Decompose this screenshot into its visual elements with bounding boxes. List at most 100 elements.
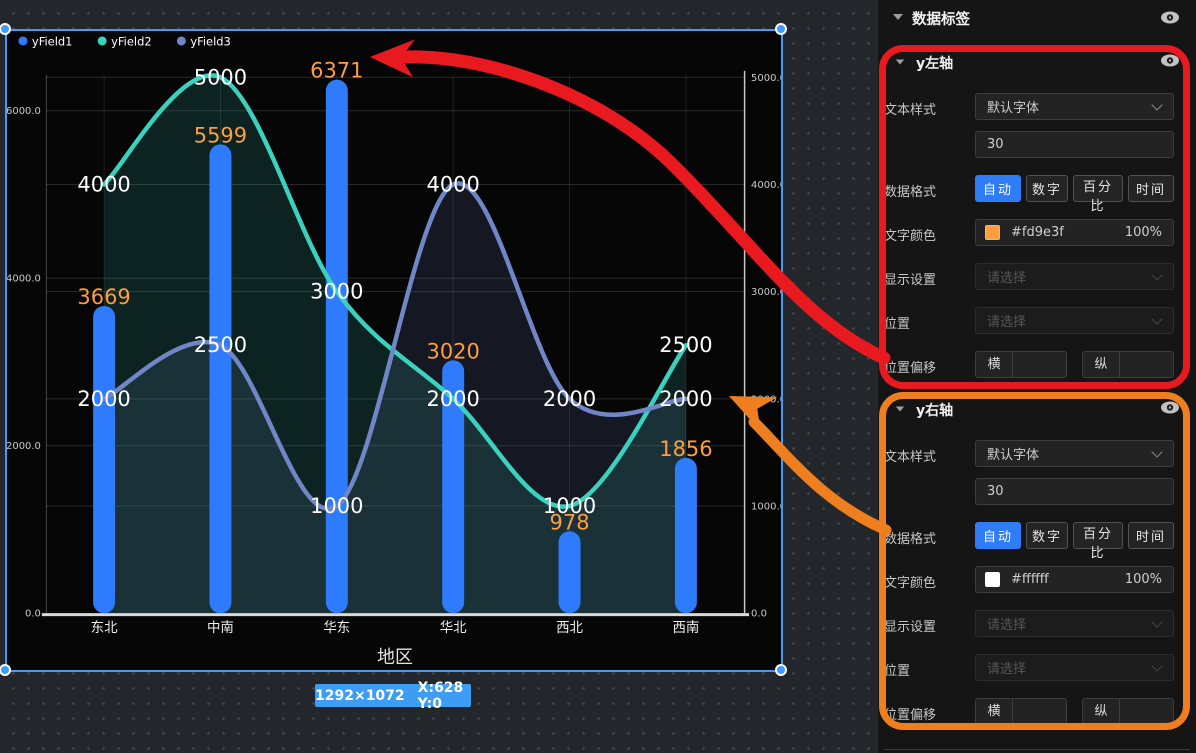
offset-y-input[interactable]: 纵 xyxy=(1082,351,1174,378)
data-label: 2500 xyxy=(659,333,712,357)
settings-row: 文本样式 默认字体 xyxy=(878,93,1196,120)
settings-row: 30 xyxy=(878,131,1196,158)
chevron-down-icon xyxy=(1151,615,1163,628)
row-label: 显示设置 xyxy=(884,273,937,288)
font-select[interactable]: 默认字体 xyxy=(975,440,1174,467)
format-button-2[interactable]: 百分比 xyxy=(1073,522,1123,561)
collapse-arrow-icon xyxy=(895,406,905,412)
offset-x-input-field[interactable] xyxy=(1013,704,1066,719)
select-placeholder[interactable]: 请选择 xyxy=(975,263,1174,290)
color-opacity-value: 100% xyxy=(1124,572,1162,587)
row-label: 显示设置 xyxy=(884,620,937,635)
canvas-workspace[interactable]: 3669 5599 6371 3020 978 1856 4000 5000 3000 2000 1… xyxy=(0,0,878,753)
section-title: y右轴 xyxy=(916,403,954,419)
format-button-3[interactable]: 时间 xyxy=(1128,175,1174,202)
color-swatch xyxy=(985,572,1000,587)
select-value: 请选择 xyxy=(987,618,1027,633)
data-label: 6371 xyxy=(310,59,363,83)
font-select[interactable]: 默认字体 xyxy=(975,93,1174,120)
text-color-field[interactable]: #ffffff 100% xyxy=(975,566,1174,593)
format-button-3[interactable]: 时间 xyxy=(1128,522,1174,549)
settings-row: 显示设置 请选择 xyxy=(878,610,1196,637)
chevron-down-icon xyxy=(1151,268,1163,281)
font-size-input[interactable]: 30 xyxy=(975,131,1174,158)
data-label: 978 xyxy=(550,510,590,534)
left-axis-tick: 6000.0 xyxy=(7,106,41,117)
line-yField3 xyxy=(101,181,689,511)
settings-row: 显示设置 请选择 xyxy=(878,263,1196,290)
visibility-eye-icon[interactable] xyxy=(1160,9,1180,28)
row-label: 位置偏移 xyxy=(884,361,937,376)
bar-yField1 xyxy=(674,457,697,614)
font-size-input[interactable]: 30 xyxy=(975,478,1174,505)
panel-section-data-labels[interactable]: 数据标签 xyxy=(878,8,1196,30)
component-size: 1292×1072 xyxy=(315,687,405,704)
data-label: 1000 xyxy=(543,494,596,518)
offset-prefix-label: 纵 xyxy=(1083,699,1120,724)
panel-divider xyxy=(884,749,1190,750)
settings-row: 位置 请选择 xyxy=(878,307,1196,334)
visibility-eye-icon[interactable] xyxy=(1160,399,1180,418)
offset-x-input[interactable]: 横 xyxy=(975,351,1067,378)
selection-handle-sw[interactable] xyxy=(0,664,11,676)
color-hex-value: #ffffff xyxy=(1011,572,1049,587)
row-label: 文字颜色 xyxy=(884,576,937,591)
line-area-yField2 xyxy=(104,75,686,614)
selection-handle-ne[interactable] xyxy=(775,23,787,35)
select-value: 请选择 xyxy=(987,662,1027,677)
row-label: 位置 xyxy=(884,317,911,332)
bar-yField1 xyxy=(558,531,581,614)
section-header[interactable]: y右轴 xyxy=(878,400,1196,420)
select-placeholder[interactable]: 请选择 xyxy=(975,610,1174,637)
visibility-eye-icon[interactable] xyxy=(1160,52,1180,71)
settings-row: 数据格式 自动 数字 百分比 时间 xyxy=(878,522,1196,561)
offset-x-input[interactable]: 横 xyxy=(975,698,1067,725)
format-button-0[interactable]: 自动 xyxy=(975,522,1021,549)
settings-panel: 数据标签 y左轴 文本样式 默认字体 30 数据格式 自动 数字 百分比 时间 文字颜色 #fd9e… xyxy=(878,0,1196,753)
left-axis-tick: 4000.0 xyxy=(7,274,41,285)
selection-handle-se[interactable] xyxy=(775,664,787,676)
selection-handle-nw[interactable] xyxy=(0,23,11,35)
panel-section-y-right-axis: y右轴文本样式 默认字体 30 数据格式 自动 数字 百分比 时间文字颜色 #ffffff 100… xyxy=(878,392,1196,730)
offset-prefix-label: 横 xyxy=(976,699,1013,724)
row-label: 位置偏移 xyxy=(884,708,937,723)
row-label: 文字颜色 xyxy=(884,229,937,244)
offset-y-input-field[interactable] xyxy=(1120,357,1173,372)
right-axis-tick: 3000.0 xyxy=(751,287,781,298)
legend-swatch-yField3 xyxy=(176,36,186,46)
settings-row: 30 xyxy=(878,478,1196,505)
format-button-1[interactable]: 数字 xyxy=(1026,522,1068,549)
chart-component[interactable]: 3669 5599 6371 3020 978 1856 4000 5000 3000 2000 1… xyxy=(5,29,783,672)
select-placeholder[interactable]: 请选择 xyxy=(975,307,1174,334)
format-button-0[interactable]: 自动 xyxy=(975,175,1021,202)
data-label: 3000 xyxy=(310,280,363,304)
settings-row: 位置偏移 横 纵 xyxy=(878,351,1196,378)
offset-y-input-field[interactable] xyxy=(1120,704,1173,719)
panel-header-label: 数据标签 xyxy=(912,12,970,28)
section-header[interactable]: y左轴 xyxy=(878,53,1196,73)
input-value: 30 xyxy=(987,137,1004,152)
chevron-down-icon xyxy=(1151,312,1163,325)
select-value: 默认字体 xyxy=(987,448,1040,463)
data-label: 4000 xyxy=(77,173,130,197)
select-value: 请选择 xyxy=(987,271,1027,286)
format-button-2[interactable]: 百分比 xyxy=(1073,175,1123,214)
text-color-field[interactable]: #fd9e3f 100% xyxy=(975,219,1174,246)
select-placeholder[interactable]: 请选择 xyxy=(975,654,1174,681)
row-label: 文本样式 xyxy=(884,450,937,465)
format-button-1[interactable]: 数字 xyxy=(1026,175,1068,202)
right-axis-tick: 5000.0 xyxy=(751,73,781,84)
chevron-down-icon xyxy=(1151,98,1163,111)
settings-row: 数据格式 自动 数字 百分比 时间 xyxy=(878,175,1196,214)
settings-row: 文本样式 默认字体 xyxy=(878,440,1196,467)
data-format-group: 自动 数字 百分比 时间 xyxy=(975,522,1174,561)
color-swatch xyxy=(985,225,1000,240)
offset-x-input-field[interactable] xyxy=(1013,357,1066,372)
offset-y-input[interactable]: 纵 xyxy=(1082,698,1174,725)
data-format-group: 自动 数字 百分比 时间 xyxy=(975,175,1174,214)
bar-yField1 xyxy=(442,360,465,614)
component-position: X:628 Y:0 xyxy=(417,679,464,712)
x-axis-title: 地区 xyxy=(377,647,413,668)
data-label: 3020 xyxy=(427,339,480,363)
settings-row: 位置偏移 横 纵 xyxy=(878,698,1196,725)
